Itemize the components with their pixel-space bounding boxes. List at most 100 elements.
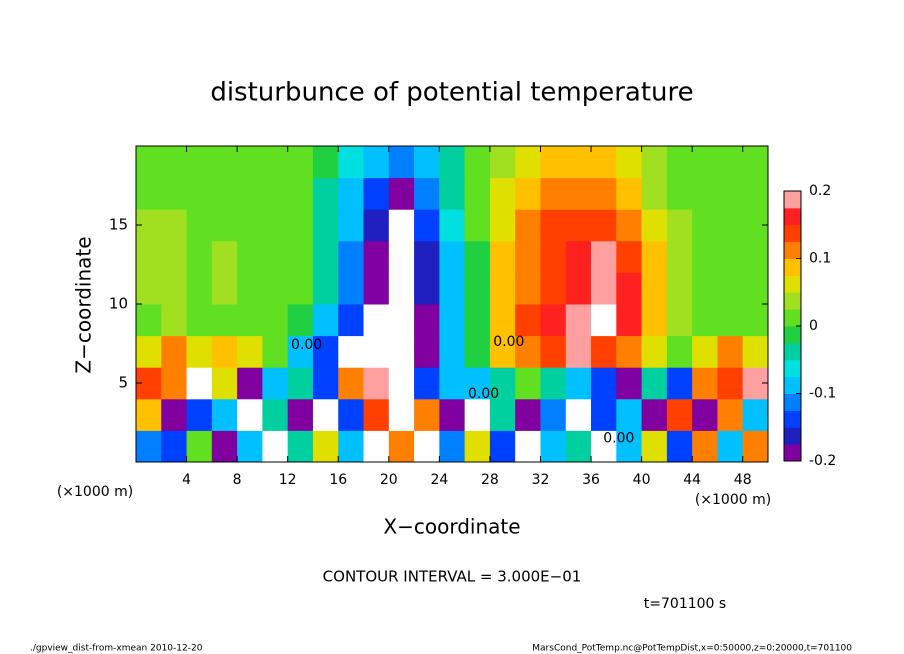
cell [489,335,516,368]
cell [237,335,263,368]
cell [414,209,440,242]
cell [388,209,415,242]
cell [717,240,744,273]
cell [338,177,365,210]
cell [515,367,541,400]
cell [464,367,491,400]
cell [287,272,314,305]
cell [363,335,390,368]
cell [136,304,162,337]
cell [717,209,744,242]
colorbar-swatch [784,326,801,344]
cell [515,146,541,179]
time-label: t=701100 s [644,596,726,612]
cell [439,367,466,400]
cell [464,272,491,305]
cell [540,240,567,273]
cell [414,430,440,463]
cell [363,367,390,400]
cell [186,304,213,337]
cell [717,335,744,368]
cell [591,146,617,179]
cell [161,272,188,305]
cell [692,367,718,400]
cell [388,177,415,210]
cell [363,146,390,179]
colorbar-swatch [784,275,801,293]
cell [439,430,466,463]
x-unit: (×1000 m) [695,492,771,508]
cell [338,304,365,337]
colorbar-tick-label: -0.2 [809,453,836,469]
cell [338,146,365,179]
cell [515,430,541,463]
colorbar-swatch [784,292,801,310]
cell [464,335,491,368]
x-tick-label: 20 [380,472,398,488]
cell [388,335,415,368]
cell [388,146,415,179]
cell [641,335,668,368]
cell [742,146,769,179]
cell [641,209,668,242]
cell [565,335,592,368]
cell [363,272,390,305]
colorbar-tick-label: -0.1 [809,386,836,402]
y-tick-label: 15 [109,216,128,234]
cell [565,240,592,273]
cell [312,304,339,337]
cell [312,240,339,273]
cell [186,146,213,179]
cell [211,240,238,273]
cell [439,177,466,210]
cell [136,177,162,210]
x-tick-label: 36 [582,472,600,488]
cell [262,398,289,431]
cell [363,398,390,431]
cell [616,177,643,210]
cell [136,430,162,463]
cell [136,398,162,431]
cell [439,304,466,337]
cell [237,240,263,273]
cell [161,146,188,179]
cell [237,209,263,242]
cell [565,146,592,179]
cell [489,146,516,179]
cell [464,304,491,337]
cell [262,430,289,463]
cell [388,398,415,431]
cell [742,335,769,368]
cell [591,430,617,463]
cell [540,430,567,463]
cell [136,335,162,368]
cell [464,177,491,210]
cell [540,335,567,368]
cell [161,335,188,368]
cell [439,240,466,273]
cell [464,240,491,273]
cell [186,335,213,368]
cell [312,367,339,400]
cell [287,304,314,337]
cell [616,209,643,242]
cell [338,209,365,242]
cell [237,398,263,431]
cell [161,177,188,210]
cell [439,335,466,368]
cell [237,430,263,463]
cell [692,177,718,210]
cell [312,335,339,368]
cell [565,367,592,400]
colorbar-swatch [784,342,801,361]
cell [616,430,643,463]
cell [388,240,415,273]
x-tick-label: 28 [481,472,499,488]
cell [515,272,541,305]
colorbar-tick-label: 0.2 [809,183,831,199]
cell [287,367,314,400]
cell [666,146,693,179]
cell [540,398,567,431]
cell [666,240,693,273]
